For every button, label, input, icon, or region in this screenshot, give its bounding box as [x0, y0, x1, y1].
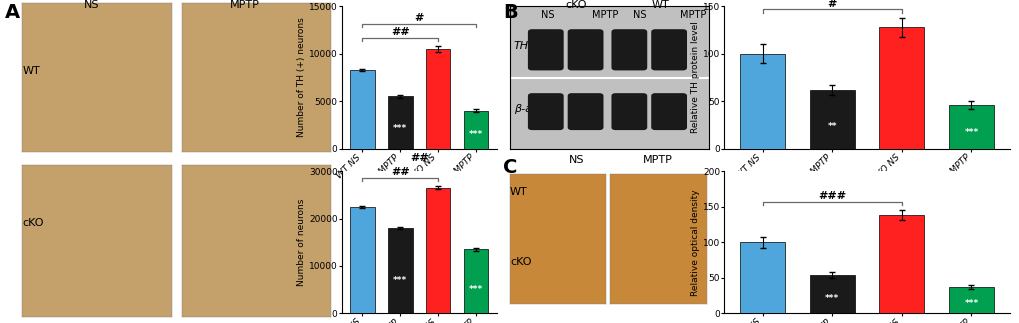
Bar [387, 97, 413, 149]
Y-axis label: Number of neurons: Number of neurons [297, 199, 306, 286]
Bar [739, 242, 785, 313]
Bar [878, 215, 923, 313]
Text: cKO: cKO [565, 0, 587, 10]
Text: C: C [502, 158, 517, 177]
Y-axis label: Number of TH (+) neurons: Number of TH (+) neurons [297, 18, 306, 137]
Text: ***: *** [392, 124, 407, 133]
FancyBboxPatch shape [650, 93, 687, 130]
Bar [739, 54, 785, 149]
Text: ***: *** [963, 299, 977, 308]
FancyBboxPatch shape [568, 29, 603, 70]
FancyBboxPatch shape [650, 29, 687, 70]
Text: MPTP: MPTP [642, 155, 673, 165]
Text: ##: ## [390, 27, 410, 37]
Text: MPTP: MPTP [591, 10, 618, 20]
Y-axis label: Relative TH protein level: Relative TH protein level [690, 22, 699, 133]
FancyBboxPatch shape [610, 29, 647, 70]
Text: WT: WT [510, 187, 527, 197]
Text: ***: *** [824, 294, 839, 303]
Text: WT: WT [22, 66, 40, 76]
Text: B: B [502, 3, 517, 22]
Text: ##: ## [390, 167, 410, 177]
FancyBboxPatch shape [568, 93, 603, 130]
Text: cKO: cKO [510, 257, 531, 267]
Text: ***: *** [469, 130, 483, 139]
Text: A: A [5, 3, 20, 22]
Text: NS: NS [632, 10, 646, 20]
Bar [809, 90, 854, 149]
Text: ***: *** [963, 128, 977, 137]
Text: **: ** [826, 122, 837, 131]
Text: MPTP: MPTP [229, 0, 260, 10]
Bar [425, 188, 450, 313]
Bar [464, 249, 488, 313]
Text: ###: ### [817, 191, 846, 201]
Text: #: # [414, 13, 424, 23]
FancyBboxPatch shape [528, 93, 564, 130]
Bar [878, 27, 923, 149]
Bar [948, 287, 994, 313]
Text: NS: NS [540, 10, 554, 20]
Text: MPTP: MPTP [680, 10, 706, 20]
Bar [350, 207, 374, 313]
FancyBboxPatch shape [610, 93, 647, 130]
Y-axis label: Relative optical density: Relative optical density [690, 189, 699, 296]
Text: cKO: cKO [22, 218, 44, 228]
Bar [387, 228, 413, 313]
Bar [809, 275, 854, 313]
Text: TH: TH [514, 41, 529, 51]
Bar [425, 49, 450, 149]
Text: ***: *** [392, 276, 407, 286]
FancyBboxPatch shape [528, 29, 564, 70]
Text: ##: ## [410, 153, 428, 163]
Text: WT: WT [651, 0, 669, 10]
Text: β-actin: β-actin [514, 104, 552, 114]
Bar [350, 70, 374, 149]
Bar [948, 105, 994, 149]
Bar [464, 111, 488, 149]
Text: NS: NS [84, 0, 100, 10]
Text: NS: NS [568, 155, 584, 165]
Text: ***: *** [469, 285, 483, 294]
Text: #: # [826, 0, 836, 9]
